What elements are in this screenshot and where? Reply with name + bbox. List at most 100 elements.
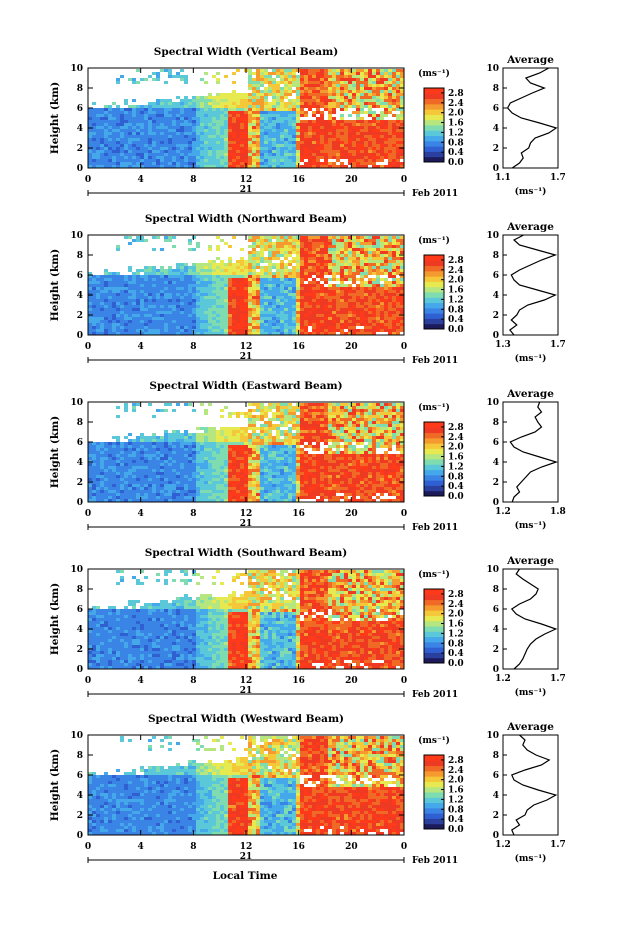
- average-panel: Average 0 2 4 6 8 10 1.1 1.7(ms⁻¹): [486, 54, 565, 197]
- heatmap-field: [88, 236, 404, 335]
- day-label: 21: [240, 852, 253, 862]
- avg-x-tick-label: 1.7: [550, 173, 566, 183]
- average-profile-line: [510, 734, 558, 836]
- y-tick-label: 8: [77, 751, 83, 761]
- colorbar-swatch: [424, 641, 444, 648]
- colorbar-swatch: [424, 755, 444, 761]
- colorbar-swatch: [424, 93, 444, 100]
- avg-y-tick-label: 6: [493, 104, 499, 114]
- colorbar-swatch: [424, 652, 444, 659]
- y-axis-label: Height (km): [49, 416, 61, 488]
- y-tick-label: 8: [77, 84, 83, 94]
- colorbar: 0.00.40.81.21.62.02.42.8: [423, 754, 464, 835]
- colorbar: 0.00.40.81.21.62.02.42.8: [423, 588, 464, 669]
- colorbar-tick-label: 0.0: [448, 325, 464, 335]
- x-tick-label: 16: [292, 175, 305, 185]
- colorbar-frame: [423, 754, 445, 830]
- colorbar-tick-label: 2.0: [448, 443, 464, 453]
- avg-y-tick-label: 2: [493, 478, 499, 488]
- y-tick-label: 0: [77, 331, 83, 341]
- colorbar-tick-label: 1.2: [448, 795, 464, 805]
- y-axis-label: Height (km): [49, 583, 61, 655]
- date-label: Feb 2011: [412, 523, 458, 533]
- colorbar-swatch: [424, 620, 444, 627]
- avg-y-tick-label: 0: [493, 331, 499, 341]
- colorbar-swatch: [424, 255, 444, 261]
- avg-y-tick-label: 8: [493, 585, 499, 595]
- colorbar-swatch: [424, 813, 444, 819]
- colorbar-tick-label: 2.0: [448, 109, 464, 119]
- avg-y-tick-label: 6: [493, 438, 499, 448]
- colorbar-swatch: [424, 776, 444, 782]
- y-tick-label: 2: [77, 144, 83, 154]
- colorbar-swatch: [424, 594, 444, 601]
- avg-y-tick-label: 8: [493, 751, 499, 761]
- y-tick-label: 8: [77, 251, 83, 261]
- x-tick-label: 0: [401, 842, 407, 852]
- panel-title: Spectral Width (Eastward Beam): [149, 380, 342, 392]
- colorbar: 0.00.40.81.21.62.02.42.8: [423, 87, 464, 168]
- date-label: Feb 2011: [412, 356, 458, 366]
- colorbar-swatch: [424, 802, 444, 809]
- date-label: Feb 2011: [412, 856, 458, 866]
- colorbar-tick-label: 2.8: [448, 256, 464, 266]
- heatmap-field: [88, 403, 404, 502]
- colorbar-swatch: [424, 480, 444, 486]
- average-frame: [502, 734, 559, 836]
- colorbar-swatch: [424, 286, 444, 293]
- colorbar-swatch: [424, 490, 444, 497]
- y-tick-label: 6: [77, 438, 83, 448]
- avg-y-tick-label: 10: [486, 731, 499, 741]
- colorbar-units: (ms⁻¹): [418, 68, 450, 79]
- colorbar-swatch: [424, 135, 444, 142]
- avg-y-tick-label: 4: [493, 791, 499, 801]
- heatmap-field: [88, 69, 404, 168]
- colorbar-swatch: [424, 427, 444, 434]
- x-tick-label: 4: [138, 676, 144, 686]
- avg-y-tick-label: 10: [486, 398, 499, 408]
- x-tick-label: 0: [401, 342, 407, 352]
- avg-y-tick-label: 8: [493, 251, 499, 261]
- x-tick-label: 12: [240, 175, 253, 185]
- colorbar-swatch: [424, 807, 444, 814]
- y-tick-label: 6: [77, 271, 83, 281]
- colorbar-tick-label: 2.0: [448, 276, 464, 286]
- day-label: 21: [240, 519, 253, 529]
- colorbar-tick-label: 0.8: [448, 805, 464, 815]
- x-tick-label: 8: [190, 842, 196, 852]
- colorbar-tick-label: 0.8: [448, 639, 464, 649]
- avg-x-tick-label: 1.7: [550, 674, 566, 684]
- avg-y-tick-label: 10: [486, 565, 499, 575]
- x-tick-label: 12: [240, 509, 253, 519]
- colorbar-swatch: [424, 786, 444, 793]
- colorbar-tick-label: 0.0: [448, 825, 464, 835]
- colorbar-swatch: [424, 323, 444, 330]
- x-tick-label: 20: [345, 676, 358, 686]
- colorbar-swatch: [424, 459, 444, 465]
- colorbar-tick-label: 2.4: [448, 99, 464, 109]
- average-panel: Average 0 2 4 6 8 10 1.3 1.7(ms⁻¹): [486, 221, 565, 364]
- colorbar-tick-label: 0.8: [448, 138, 464, 148]
- x-tick-label: 20: [345, 342, 358, 352]
- x-tick-label: 0: [85, 842, 91, 852]
- day-label: 21: [240, 352, 253, 362]
- colorbar-tick-label: 2.4: [448, 266, 464, 276]
- average-xlabel: (ms⁻¹): [515, 353, 547, 364]
- colorbar-tick-label: 2.8: [448, 590, 464, 600]
- colorbar-swatch: [424, 657, 444, 664]
- x-tick-label: 20: [345, 175, 358, 185]
- average-profile-line: [509, 401, 559, 503]
- panel-3: Spectral Width (Eastward Beam) 0 2 4 6 8 10 Hei…: [49, 380, 566, 533]
- colorbar-swatch: [424, 765, 444, 772]
- y-tick-label: 2: [77, 311, 83, 321]
- colorbar-tick-label: 0.4: [448, 649, 464, 659]
- colorbar: 0.00.40.81.21.62.02.42.8: [423, 421, 464, 502]
- colorbar-swatch: [424, 770, 444, 777]
- colorbar-swatch: [424, 626, 444, 632]
- colorbar-tick-label: 1.2: [448, 629, 464, 639]
- average-title: Average: [506, 555, 554, 567]
- panel-5: Spectral Width (Westward Beam) 0 2 4 6 8 10 Hei…: [49, 713, 566, 866]
- average-xlabel: (ms⁻¹): [515, 520, 547, 531]
- colorbar-swatch: [424, 119, 444, 126]
- colorbar: 0.00.40.81.21.62.02.42.8: [423, 254, 464, 335]
